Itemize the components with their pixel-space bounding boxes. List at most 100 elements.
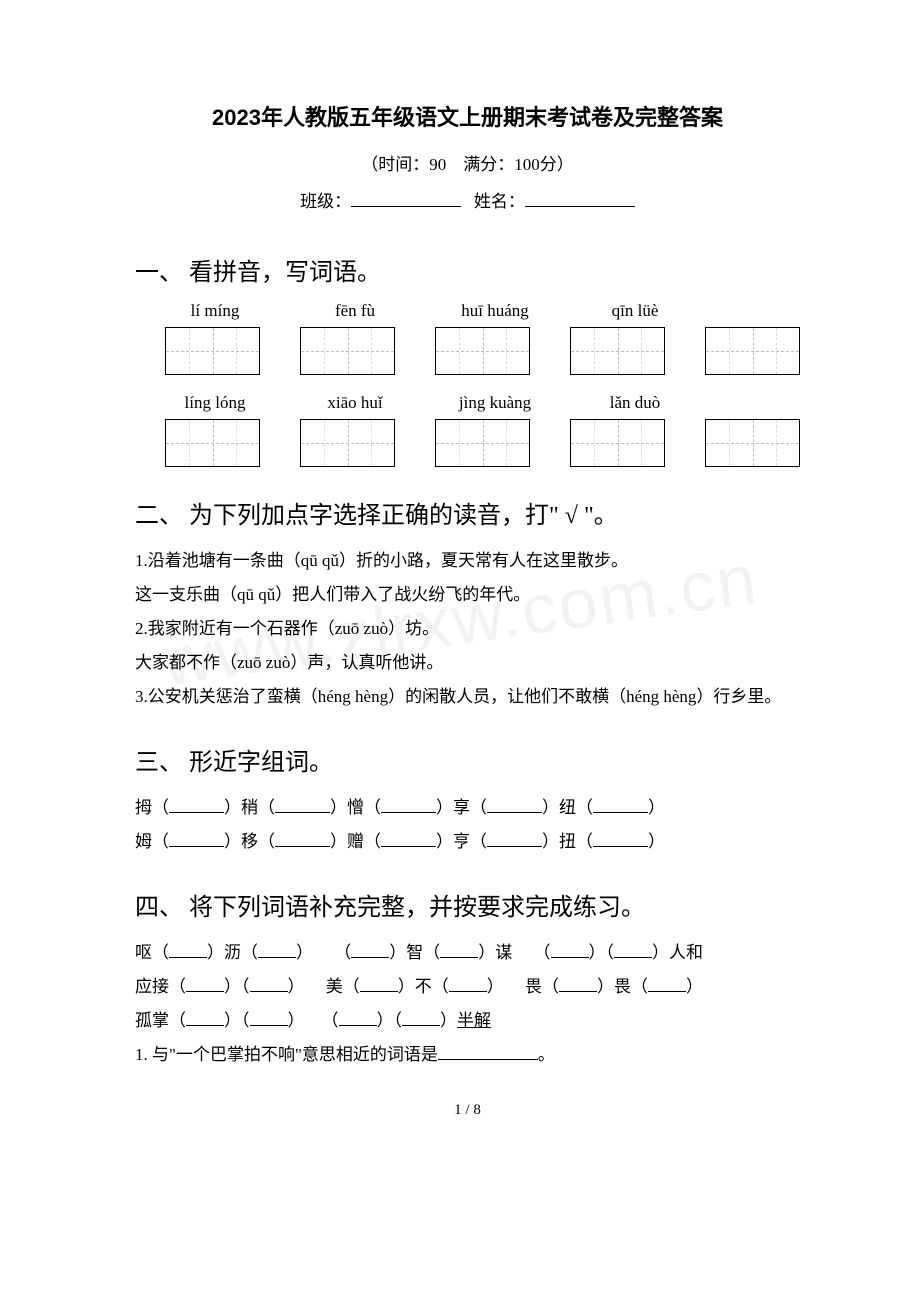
name-label: 姓名： [474, 192, 525, 211]
idiom-row: 应接（）（） 美（）不（） 畏（）畏（） [135, 970, 800, 1004]
blank[interactable] [339, 1007, 377, 1026]
section-2-body: 1.沿着池塘有一条曲（qū qǔ）折的小路，夏天常有人在这里散步。 这一支乐曲（… [135, 544, 800, 714]
blank[interactable] [169, 828, 224, 847]
char-box[interactable] [435, 419, 530, 467]
char-box[interactable] [705, 419, 800, 467]
t: 1. 与"一个巴掌拍不响"意思相近的词语是 [135, 1045, 438, 1064]
blank[interactable] [440, 939, 478, 958]
pinyin: lǎn duò [585, 393, 685, 413]
t: 孤掌（ [135, 1011, 186, 1030]
blank[interactable] [169, 794, 224, 813]
pinyin-row-1: lí míng fēn fù huī huáng qīn lüè [135, 301, 800, 321]
t: ） [686, 977, 703, 996]
pinyin: líng lóng [165, 393, 265, 413]
section-3-body: 拇（）稍（）憎（）享（）纽（） 姆（）移（）赠（）亨（）扭（） [135, 791, 800, 859]
blank[interactable] [186, 973, 224, 992]
word-pair-row: 姆（）移（）赠（）亨（）扭（） [135, 825, 800, 859]
blank[interactable] [438, 1041, 538, 1060]
page-subtitle: （时间：90 满分：100分） [135, 150, 800, 175]
page-title: 2023年人教版五年级语文上册期末考试卷及完整答案 [135, 100, 800, 132]
t: ） [648, 798, 665, 817]
t: 拇（ [135, 798, 169, 817]
blank[interactable] [402, 1007, 440, 1026]
blank[interactable] [250, 973, 288, 992]
t: ）畏（ [597, 977, 648, 996]
pinyin: fēn fù [305, 301, 405, 321]
student-info-row: 班级： 姓名： [135, 187, 800, 212]
t: ） [487, 977, 504, 996]
pinyin: qīn lüè [585, 301, 685, 321]
t: ） [288, 977, 305, 996]
pinyin: huī huáng [445, 301, 545, 321]
t: ）（ [224, 977, 250, 996]
char-box[interactable] [705, 327, 800, 375]
q-line: 1.沿着池塘有一条曲（qū qǔ）折的小路，夏天常有人在这里散步。 [135, 544, 800, 578]
blank[interactable] [487, 828, 542, 847]
t: ） [296, 943, 313, 962]
blank[interactable] [381, 794, 436, 813]
t: ）（ [224, 1011, 250, 1030]
class-label: 班级： [300, 192, 351, 211]
q-line: 大家都不作（zuō zuò）声，认真听他讲。 [135, 646, 800, 680]
class-blank[interactable] [351, 188, 461, 207]
char-box-row-1 [135, 327, 800, 375]
idiom-row: 呕（）沥（） （）智（）谋 （）（）人和 [135, 936, 800, 970]
blank[interactable] [487, 794, 542, 813]
blank[interactable] [593, 794, 648, 813]
t: ）纽（ [542, 798, 593, 817]
char-box[interactable] [165, 419, 260, 467]
pinyin: jìng kuàng [445, 393, 545, 413]
pinyin: xiāo huǐ [305, 393, 405, 413]
idiom-row: 孤掌（）（） （）（）半解 [135, 1004, 800, 1038]
section-3-head: 三、 形近字组词。 [135, 742, 800, 777]
char-box[interactable] [165, 327, 260, 375]
char-box[interactable] [570, 419, 665, 467]
blank[interactable] [351, 939, 389, 958]
t: ）憎（ [330, 798, 381, 817]
t: （ [534, 943, 551, 962]
t: ）智（ [389, 943, 440, 962]
section-2-head: 二、 为下列加点字选择正确的读音，打" √ "。 [135, 495, 800, 530]
t: ）（ [377, 1011, 403, 1030]
word-pair-row: 拇（）稍（）憎（）享（）纽（） [135, 791, 800, 825]
blank[interactable] [275, 794, 330, 813]
t: 美（ [326, 977, 360, 996]
blank[interactable] [648, 973, 686, 992]
blank[interactable] [275, 828, 330, 847]
t: ）移（ [224, 832, 275, 851]
blank[interactable] [551, 939, 589, 958]
blank[interactable] [186, 1007, 224, 1026]
char-box[interactable] [435, 327, 530, 375]
t: ）赠（ [330, 832, 381, 851]
char-box[interactable] [300, 327, 395, 375]
t: ）沥（ [207, 943, 258, 962]
page-number: 1 / 8 [135, 1102, 800, 1119]
t: 呕（ [135, 943, 169, 962]
t: ）扭（ [542, 832, 593, 851]
section-4-head: 四、 将下列词语补充完整，并按要求完成练习。 [135, 887, 800, 922]
t: ）亨（ [436, 832, 487, 851]
blank[interactable] [593, 828, 648, 847]
t: ）不（ [398, 977, 449, 996]
char-box[interactable] [570, 327, 665, 375]
blank[interactable] [258, 939, 296, 958]
t: ）谋 [478, 943, 512, 962]
blank[interactable] [449, 973, 487, 992]
blank[interactable] [381, 828, 436, 847]
name-blank[interactable] [525, 188, 635, 207]
t: 应接（ [135, 977, 186, 996]
pinyin: lí míng [165, 301, 265, 321]
blank[interactable] [250, 1007, 288, 1026]
t: ）享（ [436, 798, 487, 817]
t: ） [440, 1011, 457, 1030]
underlined-text: 半解 [457, 1011, 491, 1030]
blank[interactable] [614, 939, 652, 958]
char-box-row-2 [135, 419, 800, 467]
t: ） [648, 832, 665, 851]
blank[interactable] [169, 939, 207, 958]
blank[interactable] [360, 973, 398, 992]
char-box[interactable] [300, 419, 395, 467]
blank[interactable] [559, 973, 597, 992]
t: ）（ [589, 943, 615, 962]
t: ）人和 [652, 943, 703, 962]
